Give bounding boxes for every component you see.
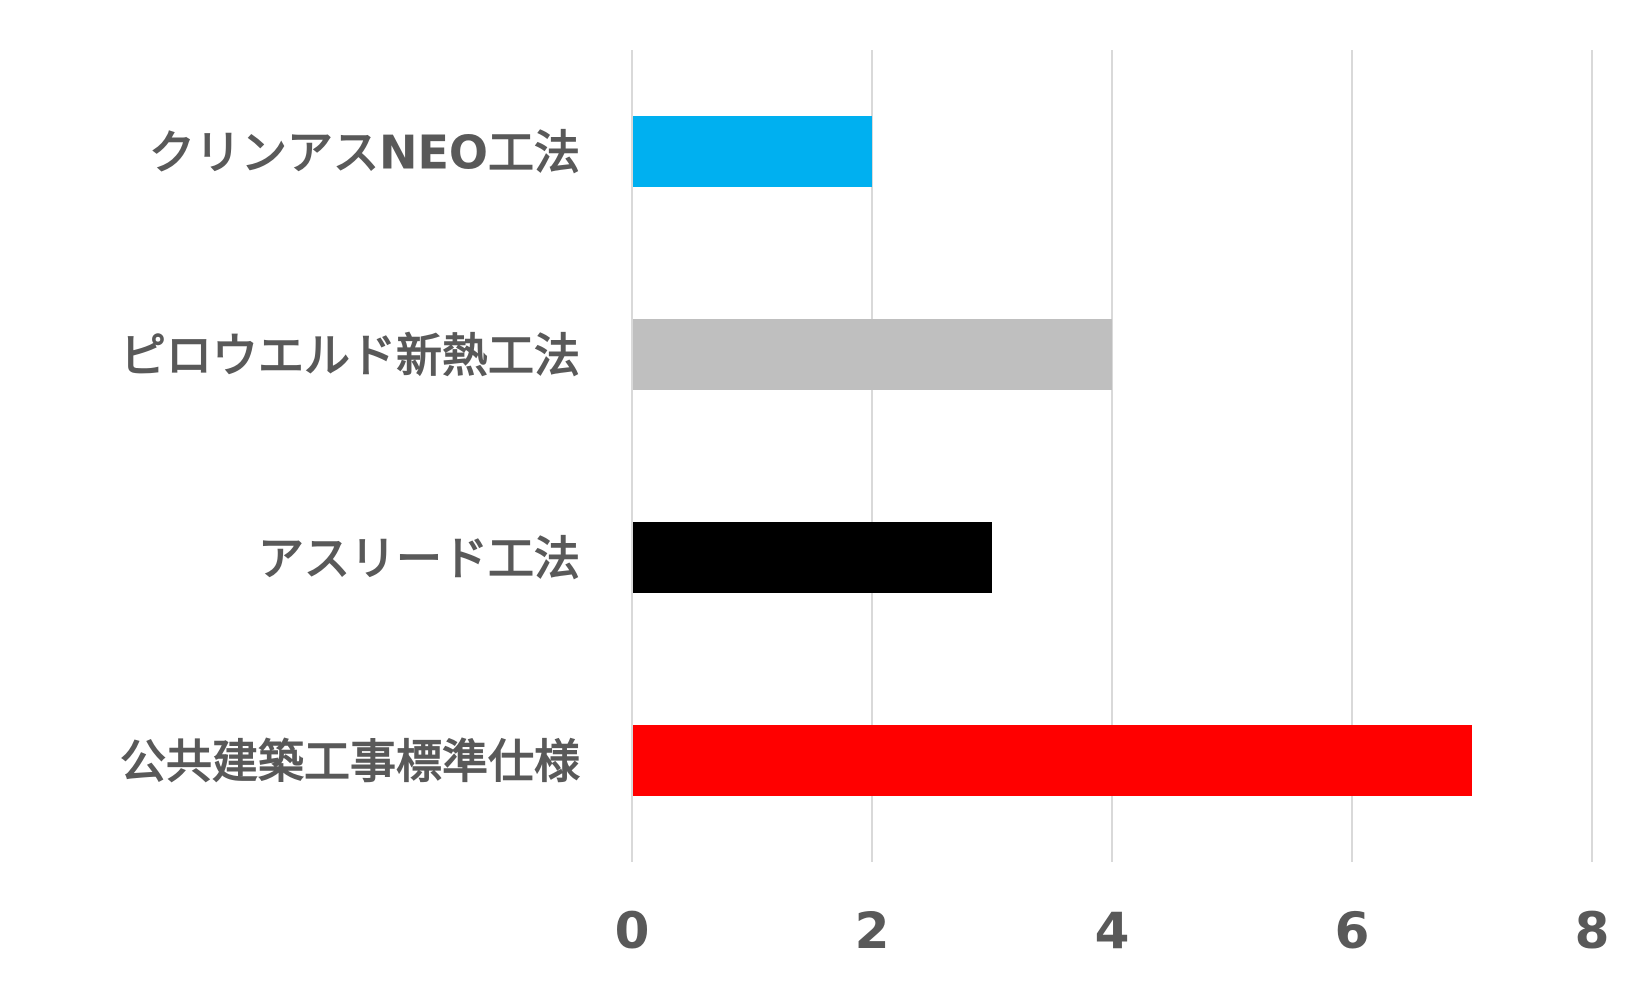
bar xyxy=(633,725,1472,796)
x-tick-label: 2 xyxy=(855,902,890,960)
bar xyxy=(633,522,992,593)
category-label: 公共建築工事標準仕様 xyxy=(120,735,581,789)
x-tick-label: 8 xyxy=(1575,902,1610,960)
bar xyxy=(633,319,1112,390)
category-label: ピロウエルド新熱工法 xyxy=(120,329,580,383)
category-label: アスリード工法 xyxy=(258,532,580,586)
x-tick-label: 6 xyxy=(1335,902,1370,960)
x-tick-label: 4 xyxy=(1095,902,1130,960)
category-label: クリンアスNEO工法 xyxy=(149,126,580,180)
bar xyxy=(633,116,872,187)
x-tick-label: 0 xyxy=(615,902,650,960)
